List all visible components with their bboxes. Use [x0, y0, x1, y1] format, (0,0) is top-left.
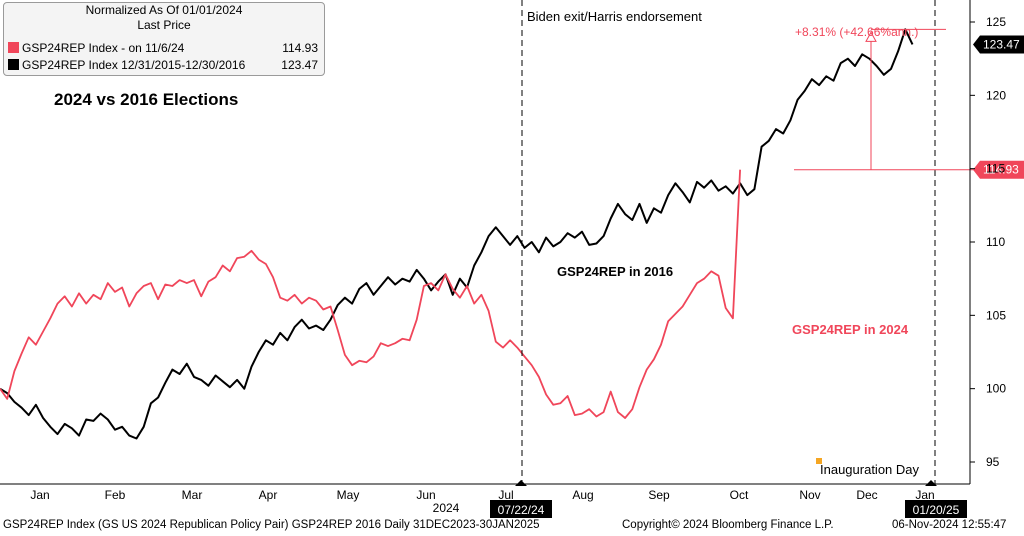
x-tick-label: Feb	[105, 488, 126, 502]
x-tick-label: May	[337, 488, 360, 502]
chart-series	[0, 28, 914, 440]
y-tick-label: 110	[986, 235, 1005, 249]
footer-timestamp: 06-Nov-2024 12:55:47	[892, 519, 1007, 531]
x-tick-label: Jul	[498, 488, 513, 502]
y-tick-label: 105	[986, 308, 1006, 322]
footer-copyright: Copyright© 2024 Bloomberg Finance L.P.	[622, 519, 834, 531]
legend-swatch-black	[8, 59, 19, 70]
series-line	[0, 169, 741, 419]
last-value-badge-red	[973, 160, 1024, 179]
chart-title: 2024 vs 2016 Elections	[54, 90, 238, 109]
legend-value: 114.93	[282, 41, 318, 55]
y-tick-label: 120	[986, 88, 1006, 102]
end-date-label: 01/20/25	[913, 503, 960, 517]
legend-swatch-red	[8, 42, 19, 53]
series-line	[0, 28, 914, 440]
y-tick-label: 95	[986, 455, 1000, 469]
legend-label: GSP24REP Index 12/31/2015-12/30/2016	[22, 58, 246, 72]
inauguration-marker	[816, 458, 822, 464]
last-value-label-black: 123.47	[983, 37, 1020, 51]
delta-arrow	[865, 31, 877, 42]
x-tick-label: Apr	[259, 488, 278, 502]
x-tick-label: Jun	[416, 488, 435, 502]
last-value-badge-black	[973, 35, 1024, 54]
legend-item-2016: GSP24REP Index 12/31/2015-12/30/2016 123…	[8, 58, 318, 73]
y-tick-label: 115	[986, 162, 1005, 176]
x-tick-label: Nov	[799, 488, 820, 502]
y-tick-label: 100	[986, 382, 1006, 396]
y-tick-label: 125	[986, 15, 1006, 29]
legend-title: Normalized As Of 01/01/2024	[85, 3, 243, 17]
x-tick-label: Oct	[730, 488, 749, 502]
x-tick-label: Dec	[856, 488, 877, 502]
event-date-label: 07/22/24	[498, 503, 545, 517]
x-tick-label: Mar	[182, 488, 203, 502]
x-tick-label: Sep	[648, 488, 670, 502]
x-tick-label: Aug	[572, 488, 593, 502]
footer-description: GSP24REP Index (GS US 2024 Republican Po…	[3, 519, 540, 531]
x-tick-label: Jan	[30, 488, 49, 502]
series-label-2024: GSP24REP in 2024	[792, 322, 909, 337]
chart-axes: 95 100 105 110 115 120 125 Jan Feb Mar Apr May Jun Ju…	[0, 0, 1006, 515]
chart-legend: Normalized As Of 01/01/2024 Last Price G…	[3, 2, 325, 76]
legend-item-2024: GSP24REP Index - on 11/6/24 114.93	[8, 41, 318, 56]
legend-value: 123.47	[281, 58, 318, 72]
delta-label: +8.31% (+42.66%ann.)	[795, 25, 918, 39]
series-label-2016: GSP24REP in 2016	[557, 264, 673, 279]
x-year-label: 2024	[433, 501, 460, 515]
end-date-badge	[905, 500, 967, 518]
event-label: Biden exit/Harris endorsement	[527, 9, 702, 24]
legend-label: GSP24REP Index - on 11/6/24	[22, 41, 185, 55]
event-date-marker	[515, 480, 527, 486]
last-value-label-red: 114.93	[983, 163, 1019, 177]
inauguration-label: Inauguration Day	[820, 462, 920, 477]
legend-subtitle: Last Price	[137, 18, 191, 32]
event-date-badge	[490, 500, 552, 518]
x-tick-label: Jan	[915, 488, 934, 502]
chart-annotations: Biden exit/Harris endorsement 07/22/24 01/…	[54, 0, 1024, 518]
